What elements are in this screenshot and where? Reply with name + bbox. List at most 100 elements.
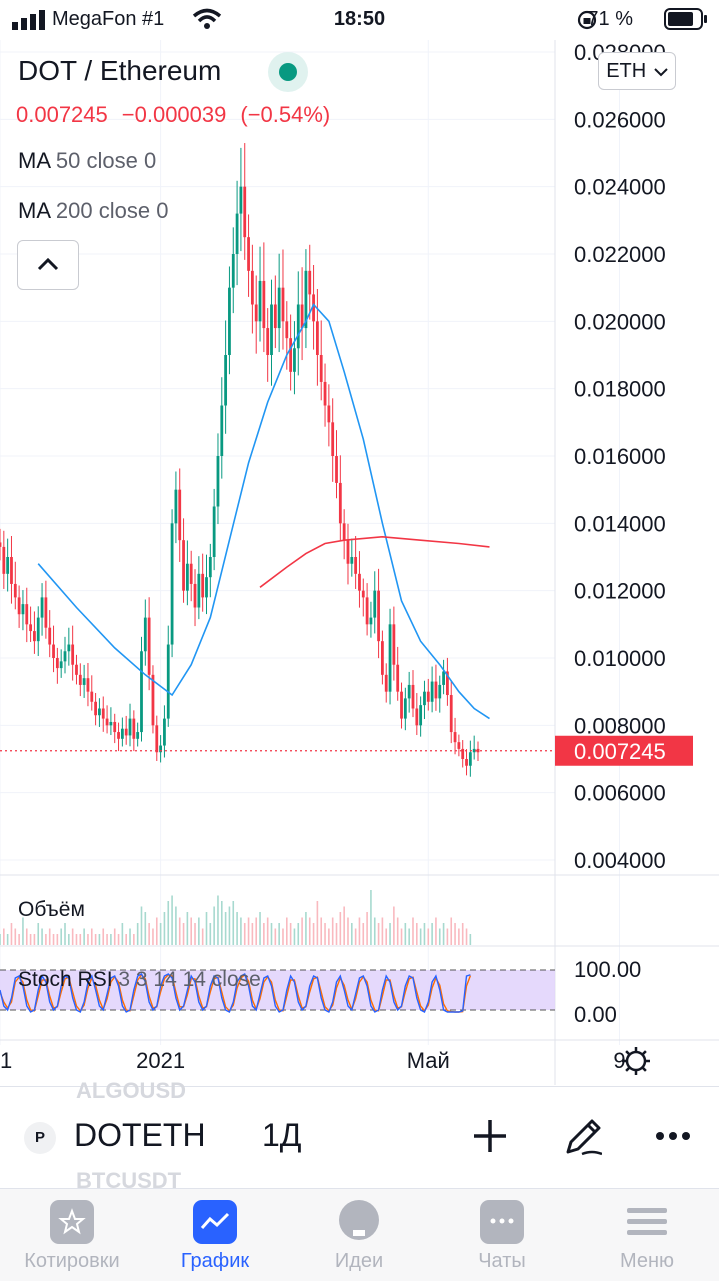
tab-chart[interactable]: График bbox=[150, 1188, 280, 1280]
last-price-tag-label: 0.007245 bbox=[574, 739, 666, 764]
candle-body bbox=[98, 708, 101, 716]
candle-body bbox=[384, 674, 388, 692]
currency-select[interactable]: ETH bbox=[598, 52, 676, 90]
volume-bar bbox=[328, 928, 330, 945]
volume-bar bbox=[461, 923, 464, 945]
volume-bar bbox=[87, 934, 89, 945]
candle-body bbox=[442, 671, 445, 685]
candle-body bbox=[350, 557, 354, 564]
plus-icon[interactable] bbox=[470, 1114, 510, 1158]
tab-ideas[interactable]: Идеи bbox=[294, 1188, 424, 1280]
candle-body bbox=[197, 573, 201, 608]
volume-bar bbox=[232, 901, 235, 945]
volume-bar bbox=[446, 928, 449, 945]
candle-body bbox=[163, 718, 166, 746]
candle-body bbox=[472, 748, 476, 753]
candle-body bbox=[312, 294, 315, 322]
volume-bar bbox=[56, 934, 59, 945]
ma200-legend[interactable]: MA 200 close 0 bbox=[18, 198, 168, 224]
candle-body bbox=[21, 604, 25, 615]
candle-body bbox=[262, 280, 266, 329]
stoch-d-line bbox=[0, 973, 472, 1013]
candle-body bbox=[216, 456, 220, 507]
settings-gear-icon[interactable] bbox=[622, 1047, 650, 1075]
candle-body bbox=[0, 542, 2, 547]
volume-bar bbox=[385, 928, 388, 945]
y-tick-label: 0.004000 bbox=[574, 848, 666, 873]
candle-body bbox=[40, 597, 44, 618]
volume-bar bbox=[370, 890, 372, 945]
volume-bar bbox=[354, 928, 357, 945]
tab-menu[interactable]: Меню bbox=[582, 1188, 712, 1280]
volume-bar bbox=[117, 934, 120, 945]
volume-bar bbox=[331, 917, 334, 945]
candle-body bbox=[346, 540, 350, 564]
tab-label: Чаты bbox=[478, 1250, 526, 1272]
chevron-down-icon bbox=[654, 68, 668, 77]
volume-bar bbox=[469, 934, 472, 945]
tab-label: График bbox=[180, 1250, 250, 1272]
volume-bar bbox=[29, 934, 32, 945]
candle-body bbox=[457, 742, 461, 749]
candle-body bbox=[105, 718, 109, 726]
volume-bar bbox=[339, 912, 342, 945]
candle-body bbox=[82, 678, 86, 685]
volume-bar bbox=[293, 928, 296, 945]
market-open-icon bbox=[268, 52, 308, 92]
lightbulb-icon bbox=[339, 1200, 379, 1240]
volume-bar bbox=[450, 917, 453, 945]
volume-bar bbox=[79, 934, 82, 945]
candle-body bbox=[67, 644, 71, 652]
ma50-line bbox=[37, 303, 490, 720]
volume-bar bbox=[373, 917, 376, 945]
volume-bar bbox=[343, 906, 345, 945]
volume-bar bbox=[37, 923, 40, 945]
candle-body bbox=[308, 270, 312, 295]
stoch-k-line bbox=[0, 972, 471, 1013]
candle-body bbox=[331, 422, 335, 456]
volume-bar bbox=[243, 923, 246, 945]
more-icon[interactable] bbox=[654, 1114, 694, 1158]
volume-bar bbox=[136, 923, 139, 945]
candle-body bbox=[231, 254, 235, 288]
symbol-selector[interactable]: DOTETH bbox=[74, 1117, 206, 1153]
volume-bar bbox=[186, 912, 189, 945]
candle-body bbox=[166, 644, 170, 719]
candle-body bbox=[25, 604, 29, 625]
tab-quotes[interactable]: Котировки bbox=[7, 1188, 137, 1280]
candle-body bbox=[94, 701, 97, 716]
candle-body bbox=[411, 684, 415, 709]
candle-body bbox=[75, 664, 78, 675]
volume-legend[interactable]: Объём bbox=[18, 898, 85, 921]
volume-bar bbox=[10, 923, 13, 945]
tab-chats[interactable]: Чаты bbox=[437, 1188, 567, 1280]
volume-bar bbox=[389, 923, 391, 945]
candle-body bbox=[159, 745, 163, 753]
interval-selector[interactable]: 1Д bbox=[262, 1117, 302, 1153]
candle-body bbox=[438, 684, 442, 699]
stoch-rsi-legend[interactable]: Stoch RSI 3 3 14 14 close bbox=[18, 968, 261, 992]
candle-body bbox=[189, 563, 193, 584]
pen-icon[interactable] bbox=[562, 1114, 602, 1158]
volume-bar bbox=[427, 928, 430, 945]
candle-body bbox=[250, 270, 254, 305]
volume-bar bbox=[171, 895, 173, 945]
y-tick-label: 0.024000 bbox=[574, 175, 666, 200]
y-tick-label: 0.026000 bbox=[574, 107, 666, 132]
ma50-legend[interactable]: MA 50 close 0 bbox=[18, 148, 156, 174]
volume-bar bbox=[435, 917, 437, 945]
y-tick-label: 0.020000 bbox=[574, 309, 666, 334]
collapse-legend-button[interactable] bbox=[17, 240, 79, 290]
volume-bar bbox=[320, 917, 323, 945]
x-tick-label: 9 bbox=[613, 1048, 625, 1073]
y-tick-label: 0.012000 bbox=[574, 579, 666, 604]
volume-bar bbox=[220, 901, 223, 945]
candle-body bbox=[465, 759, 468, 766]
candle-body bbox=[155, 725, 159, 753]
candle-body bbox=[388, 624, 392, 692]
volume-bar bbox=[438, 928, 441, 945]
volume-bar bbox=[198, 917, 200, 945]
volume-bar bbox=[163, 912, 166, 945]
clock: 18:50 bbox=[333, 8, 386, 30]
symbol-logo-icon: P bbox=[24, 1122, 56, 1154]
